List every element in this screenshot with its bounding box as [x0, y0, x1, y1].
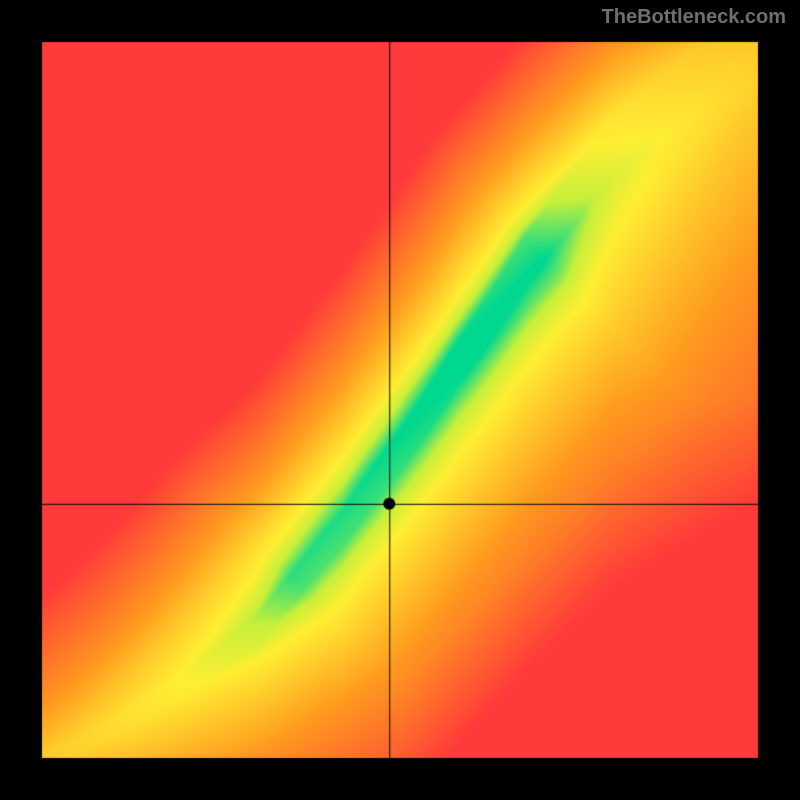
watermark-text: TheBottleneck.com [602, 6, 786, 29]
bottleneck-heatmap [0, 0, 800, 800]
chart-container: TheBottleneck.com [0, 0, 800, 800]
